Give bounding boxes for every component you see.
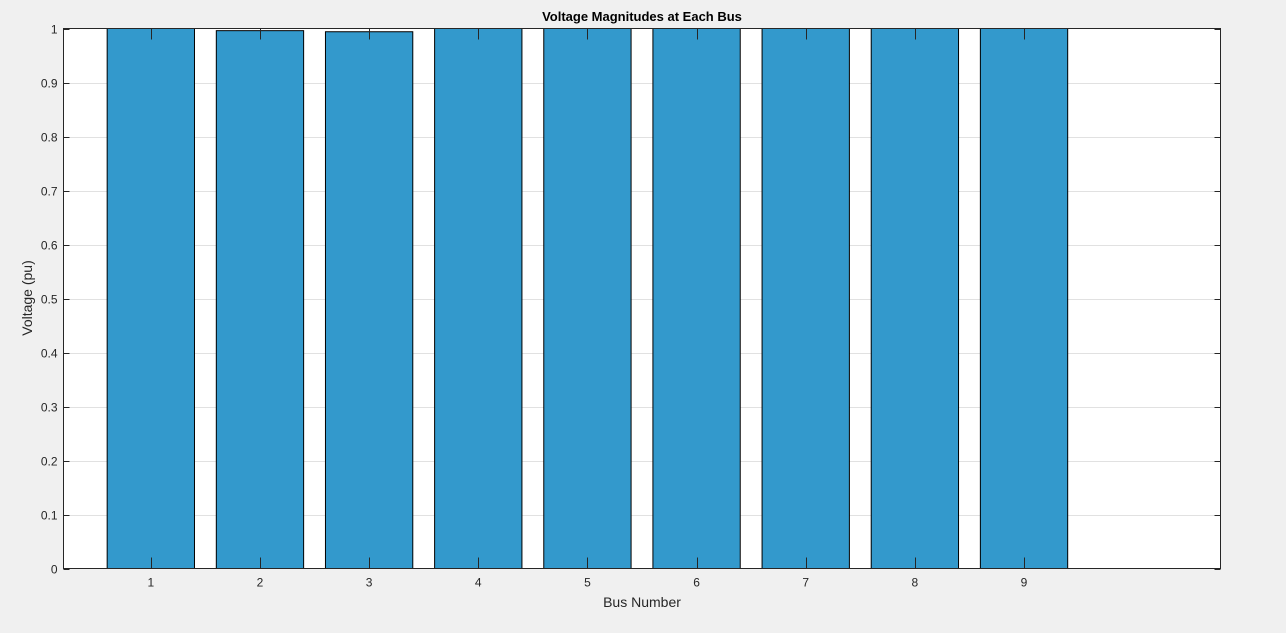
y-tick-label: 0.2: [41, 455, 58, 469]
axis-ticks: 0 0.1 0.2 0.3 0.4 0.5 0.6 0.7 0.8 0.9 1 1 2 3 4 5 6 7 8 9: [41, 23, 1221, 590]
x-tick-label: 8: [912, 576, 919, 590]
bar-bus-3: [324, 31, 414, 570]
bar-bus-4: [434, 28, 523, 569]
bar-bus-9: [979, 28, 1069, 569]
x-tick-label: 6: [693, 576, 700, 590]
chart-title: Voltage Magnitudes at Each Bus: [542, 9, 742, 24]
y-tick-label: 0.4: [41, 347, 58, 361]
axes-box: [63, 28, 1221, 569]
x-tick-label: 9: [1021, 576, 1028, 590]
y-tick-label: 1: [51, 23, 58, 37]
bar-bus-5: [543, 28, 632, 569]
bar-bus-6: [652, 28, 741, 569]
bar-bus-8: [870, 28, 960, 569]
y-tick-label: 0.3: [41, 401, 58, 415]
y-tick-label: 0.1: [41, 509, 58, 523]
y-tick-label: 0: [51, 563, 58, 577]
y-tick-label: 0.5: [41, 293, 58, 307]
x-axis-label: Bus Number: [603, 594, 681, 610]
x-tick-label: 5: [584, 576, 591, 590]
y-tick-label: 0.9: [41, 77, 58, 91]
x-tick-label: 7: [802, 576, 809, 590]
bar-bus-7: [761, 28, 850, 569]
y-tick-label: 0.8: [41, 131, 58, 145]
y-tick-label: 0.6: [41, 239, 58, 253]
x-tick-label: 2: [257, 576, 264, 590]
bars: [106, 28, 1069, 570]
y-axis-label: Voltage (pu): [19, 260, 35, 336]
bar-bus-2: [215, 30, 305, 570]
x-tick-label: 4: [475, 576, 482, 590]
bar-bus-1: [106, 28, 195, 569]
x-tick-label: 3: [366, 576, 373, 590]
x-tick-label: 1: [147, 576, 154, 590]
y-tick-label: 0.7: [41, 185, 58, 199]
